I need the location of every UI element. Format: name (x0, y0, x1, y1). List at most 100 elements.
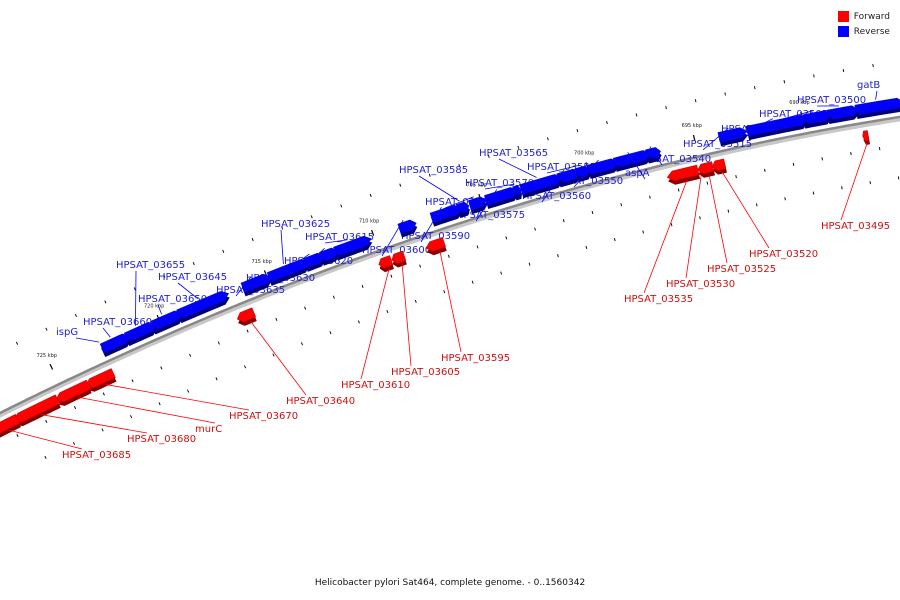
track-dash (635, 113, 638, 117)
gene-label-HPSAT_03600[interactable]: HPSAT_03600 (362, 245, 431, 256)
gene-label-HPSAT_03585[interactable]: HPSAT_03585 (399, 165, 468, 176)
track-dash (101, 428, 104, 432)
gene-body (378, 255, 394, 269)
gene-label-HPSAT_03680[interactable]: HPSAT_03680 (127, 434, 196, 445)
gene-label-HPSAT_03505[interactable]: HPSAT_03505 (759, 109, 828, 120)
track-dash (649, 195, 651, 199)
gene-label-HPSAT_03525[interactable]: HPSAT_03525 (707, 264, 776, 275)
leader-HPSAT_03640 (250, 320, 307, 396)
gene-HPSAT_03655-glyph (123, 321, 158, 347)
track-dash (243, 365, 247, 369)
track-dash (753, 86, 756, 90)
gene-label-gatB[interactable]: gatB (857, 80, 880, 91)
gene-body (333, 235, 372, 257)
track-dash (784, 197, 786, 201)
track-dash (217, 341, 220, 345)
gene-label-HPSAT_03605[interactable]: HPSAT_03605 (391, 367, 460, 378)
track-dash (562, 219, 565, 223)
gene-HPSAT_03630-glyph (302, 252, 326, 272)
gene-body (0, 413, 21, 434)
scale-tick-label: 720 kbp (144, 304, 164, 310)
gene-HPSAT_03560-glyph (556, 168, 582, 188)
gene-HPSAT_03650-glyph (150, 310, 184, 335)
gene-label-HPSAT_03560[interactable]: HPSAT_03560 (522, 191, 591, 202)
track-dash (275, 317, 278, 322)
leader-HPSAT_03560 (541, 169, 565, 203)
leader-HPSAT_03615 (324, 239, 348, 244)
gene-label-HPSAT_03575[interactable]: HPSAT_03575 (456, 210, 525, 221)
gene-label-HPSAT_03625[interactable]: HPSAT_03625 (261, 219, 330, 230)
leader-HPSAT_03535 (643, 179, 688, 294)
track-dash (104, 300, 107, 304)
gene-label-HPSAT_03495[interactable]: HPSAT_03495 (821, 221, 890, 232)
gene-label-HPSAT_03615[interactable]: HPSAT_03615 (305, 232, 374, 243)
gene-label-HPSAT_03550[interactable]: HPSAT_03550 (554, 176, 623, 187)
track-dash (45, 327, 48, 331)
gene-label-HPSAT_03530[interactable]: HPSAT_03530 (666, 279, 735, 290)
gene-label-HPSAT_03540[interactable]: HPSAT_03540 (642, 154, 711, 165)
gene-label-HPSAT_03520[interactable]: HPSAT_03520 (749, 249, 818, 260)
track-dash (546, 137, 549, 141)
gene-label-murC[interactable]: murC (195, 424, 222, 435)
track-dash (706, 181, 709, 185)
track-dash (428, 173, 431, 177)
gene-body (467, 196, 487, 211)
track-dash (812, 191, 815, 195)
gene-HPSAT_03615-glyph (333, 235, 373, 261)
gene-label-HPSAT_03655[interactable]: HPSAT_03655 (116, 260, 185, 271)
gene-label-HPSAT_03660[interactable]: HPSAT_03660 (83, 317, 152, 328)
scale-tick-label: 715 kbp (251, 259, 271, 265)
track-dash (361, 284, 364, 289)
track-dash (443, 290, 446, 294)
leader-HPSAT_03635 (235, 276, 252, 297)
gene-label-HPSAT_03610[interactable]: HPSAT_03610 (341, 380, 410, 391)
gene-label-HPSAT_03645[interactable]: HPSAT_03645 (158, 272, 227, 283)
leader-HPSAT_03610 (360, 268, 390, 380)
gene-HPSAT_03605-glyph (391, 250, 407, 268)
track-dash (192, 261, 195, 266)
gene-body (802, 110, 832, 125)
track-dash (15, 341, 19, 345)
gene-label-HPSAT_03590[interactable]: HPSAT_03590 (401, 231, 470, 242)
backbone-shadow (0, 116, 900, 418)
gene-label-HPSAT_03535[interactable]: HPSAT_03535 (624, 294, 693, 305)
gene-label-HPSAT_03515[interactable]: HPSAT_03515 (683, 139, 752, 150)
track-dash (620, 203, 623, 207)
gene-label-HPSAT_03500[interactable]: HPSAT_03500 (797, 95, 866, 106)
track-dash (414, 299, 417, 304)
scale-tick-mark (692, 134, 696, 142)
gene-label-HPSAT_03650[interactable]: HPSAT_03650 (138, 294, 207, 305)
gene-HPSAT_03620-glyph (318, 247, 339, 266)
track-dash (44, 455, 47, 459)
gene-label-HPSAT_03570[interactable]: HPSAT_03570 (465, 178, 534, 189)
scale-tick-label: 710 kbp (359, 219, 379, 225)
track-dash (215, 377, 218, 381)
legend-item-forward: Forward (837, 9, 890, 24)
gene-label-HPSAT_03670[interactable]: HPSAT_03670 (229, 411, 298, 422)
gene-HPSAT_03640-glyph (236, 307, 257, 326)
gene-label-HPSAT_03640[interactable]: HPSAT_03640 (286, 396, 355, 407)
genome-backbone (0, 115, 900, 415)
gene-label-HPSAT_03565[interactable]: HPSAT_03565 (479, 148, 548, 159)
gene-HPSAT_03535-glyph (666, 164, 701, 185)
track-dash (869, 181, 871, 185)
leader-HPSAT_03685 (9, 430, 83, 450)
gene-label-ispG[interactable]: ispG (56, 327, 78, 338)
gene-body (123, 321, 157, 343)
gene-HPSAT_03635-glyph (240, 273, 272, 297)
track-dash (850, 151, 852, 156)
gene-label-HPSAT_03555[interactable]: HPSAT_03555 (527, 162, 596, 173)
leader-HPSAT_03575 (475, 189, 498, 222)
leader-HPSAT_03625 (280, 229, 284, 265)
track-dash (186, 389, 190, 393)
gene-label-HPSAT_03595[interactable]: HPSAT_03595 (441, 353, 510, 364)
gene-body (236, 307, 257, 323)
track-dash (246, 329, 249, 333)
gene-body (85, 368, 116, 388)
gene-HPSAT_03680-glyph (13, 394, 61, 427)
track-dash (677, 188, 680, 192)
gene-label-aspA[interactable]: aspA (625, 168, 650, 179)
gene-label-HPSAT_03685[interactable]: HPSAT_03685 (62, 450, 131, 461)
